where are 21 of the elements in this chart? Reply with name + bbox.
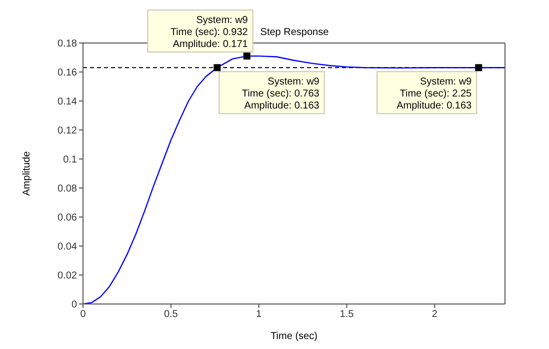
y-tick-label: 0.16 [58,68,78,79]
y-tick-label: 0.14 [58,96,78,108]
y-tick-label: 0.06 [58,212,78,224]
y-tick-label: 0 [71,300,78,311]
x-tick-label: 2 [432,309,438,320]
x-tick-label: 1 [256,309,262,320]
x-axis-title: Time (sec) [270,331,318,342]
x-tick-label: 0 [80,309,86,320]
x-tick-label: 0.5 [164,309,178,320]
y-tick-label: 0.18 [58,38,78,50]
annotation: System: w9 Time (sec): 2.25 Amplitude: 0.163 [396,76,472,112]
annotation: System: w9 Time (sec): 0.763 Amplitude: 0.163 [242,76,320,112]
chart-title: Step Response [260,27,330,38]
y-tick-label: 0.02 [58,270,78,282]
y-tick-label: 0.1 [63,154,78,166]
x-tick-label: 1.5 [340,309,354,320]
y-axis-title: Amplitude [22,150,33,196]
y-tick-label: 0.08 [58,184,78,195]
annotation: System: w9 Time (sec): 0.932 Amplitude: 0.171 [170,15,248,50]
y-tick-label: 0.04 [58,242,78,253]
y-tick-label: 0.12 [58,126,78,137]
